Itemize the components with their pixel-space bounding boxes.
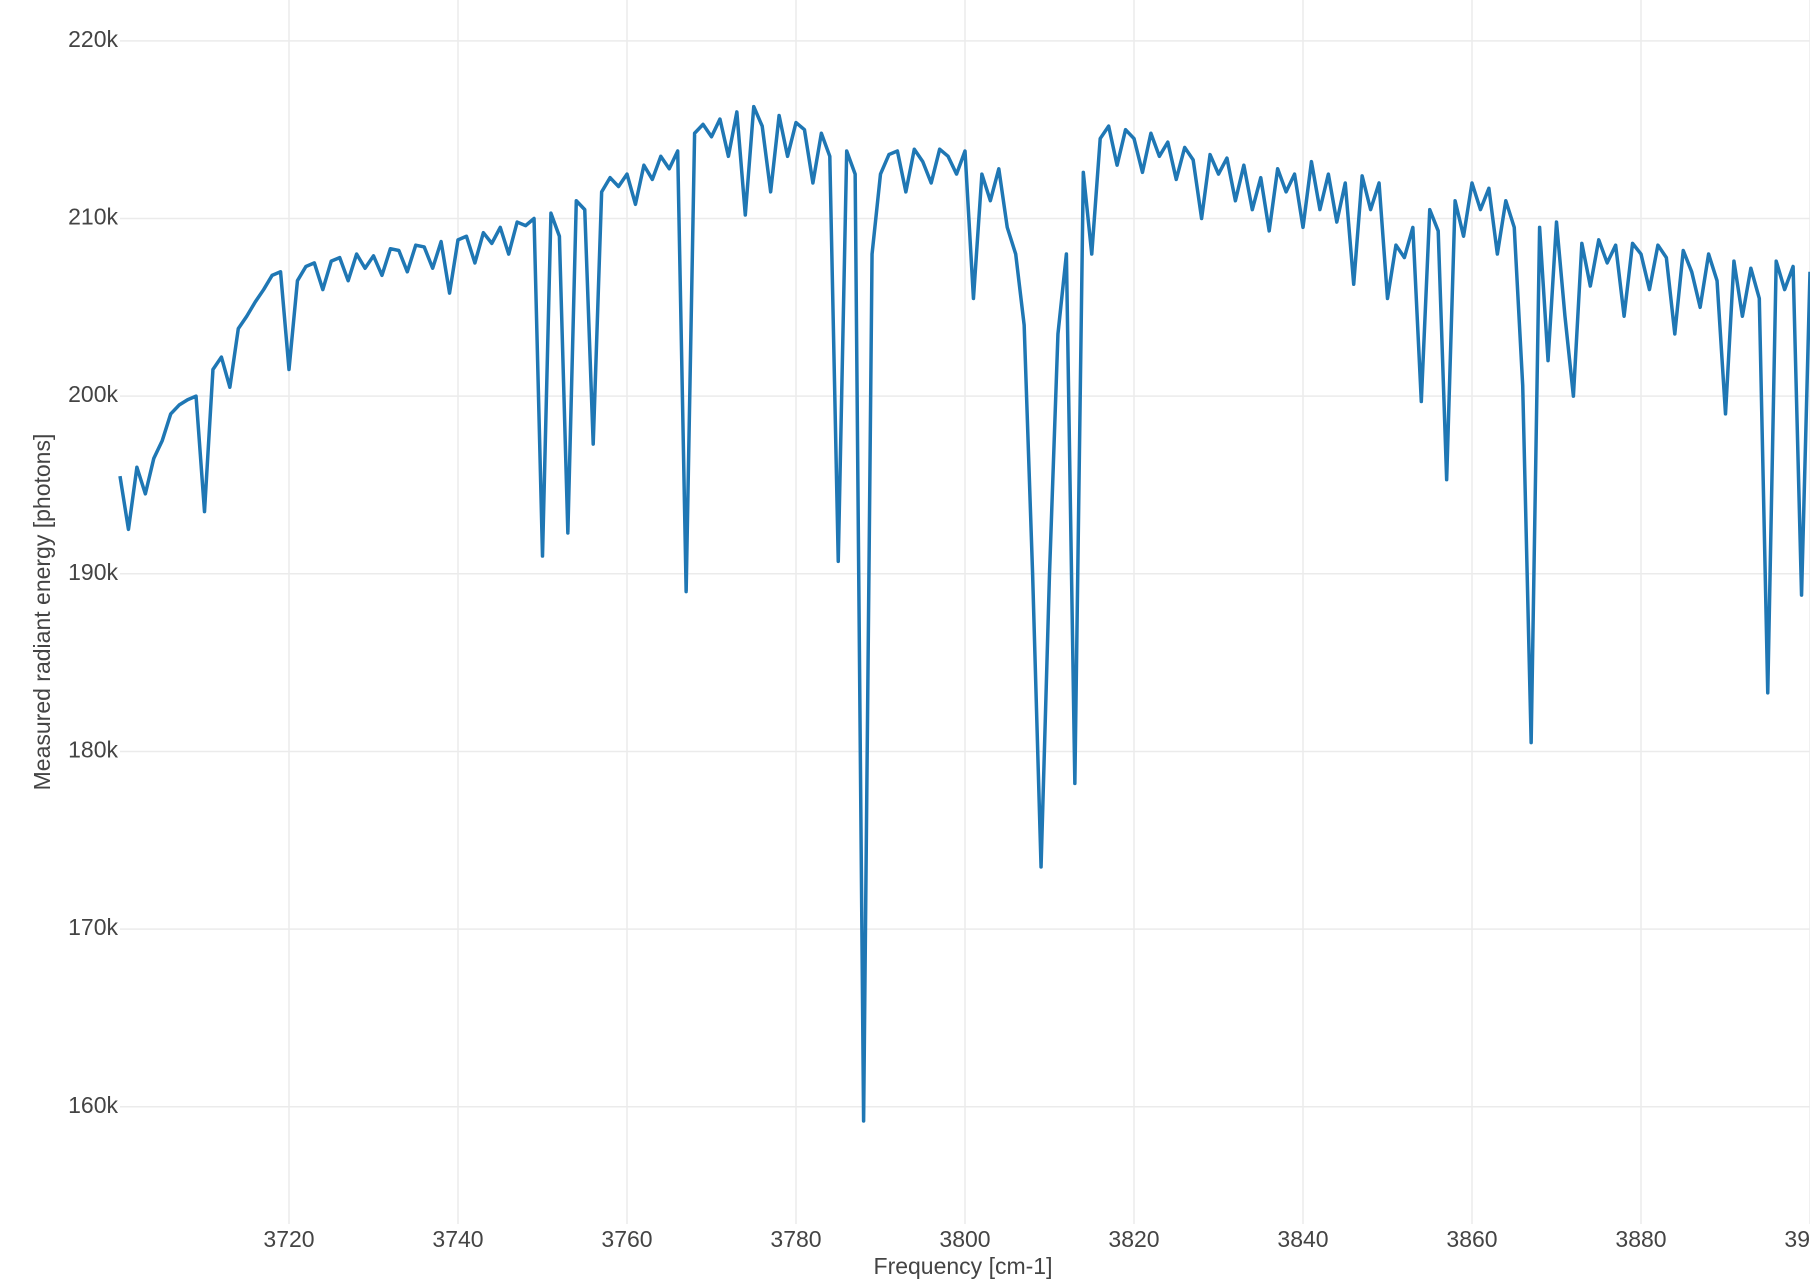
x-tick-label: 3740	[432, 1226, 483, 1252]
x-axis-title: Frequency [cm-1]	[874, 1253, 1053, 1279]
y-tick-label: 220k	[68, 26, 118, 52]
y-axis-title: Measured radiant energy [photons]	[29, 434, 55, 791]
x-tick-label: 3860	[1446, 1226, 1497, 1252]
y-tick-label: 180k	[68, 737, 118, 763]
y-tick-label: 170k	[68, 914, 118, 940]
x-tick-label: 3800	[939, 1226, 990, 1252]
x-tick-label: 3900	[1784, 1226, 1810, 1252]
x-tick-label: 3780	[770, 1226, 821, 1252]
x-tick-label: 3720	[263, 1226, 314, 1252]
spectrum-line	[118, 104, 1810, 1123]
y-tick-label: 190k	[68, 559, 118, 585]
y-tick-label: 210k	[68, 204, 118, 230]
x-tick-label: 3880	[1615, 1226, 1666, 1252]
y-tick-label: 160k	[68, 1092, 118, 1118]
x-tick-label: 3840	[1277, 1226, 1328, 1252]
x-tick-label: 3760	[601, 1226, 652, 1252]
x-tick-label: 3820	[1108, 1226, 1159, 1252]
y-tick-label: 200k	[68, 381, 118, 407]
